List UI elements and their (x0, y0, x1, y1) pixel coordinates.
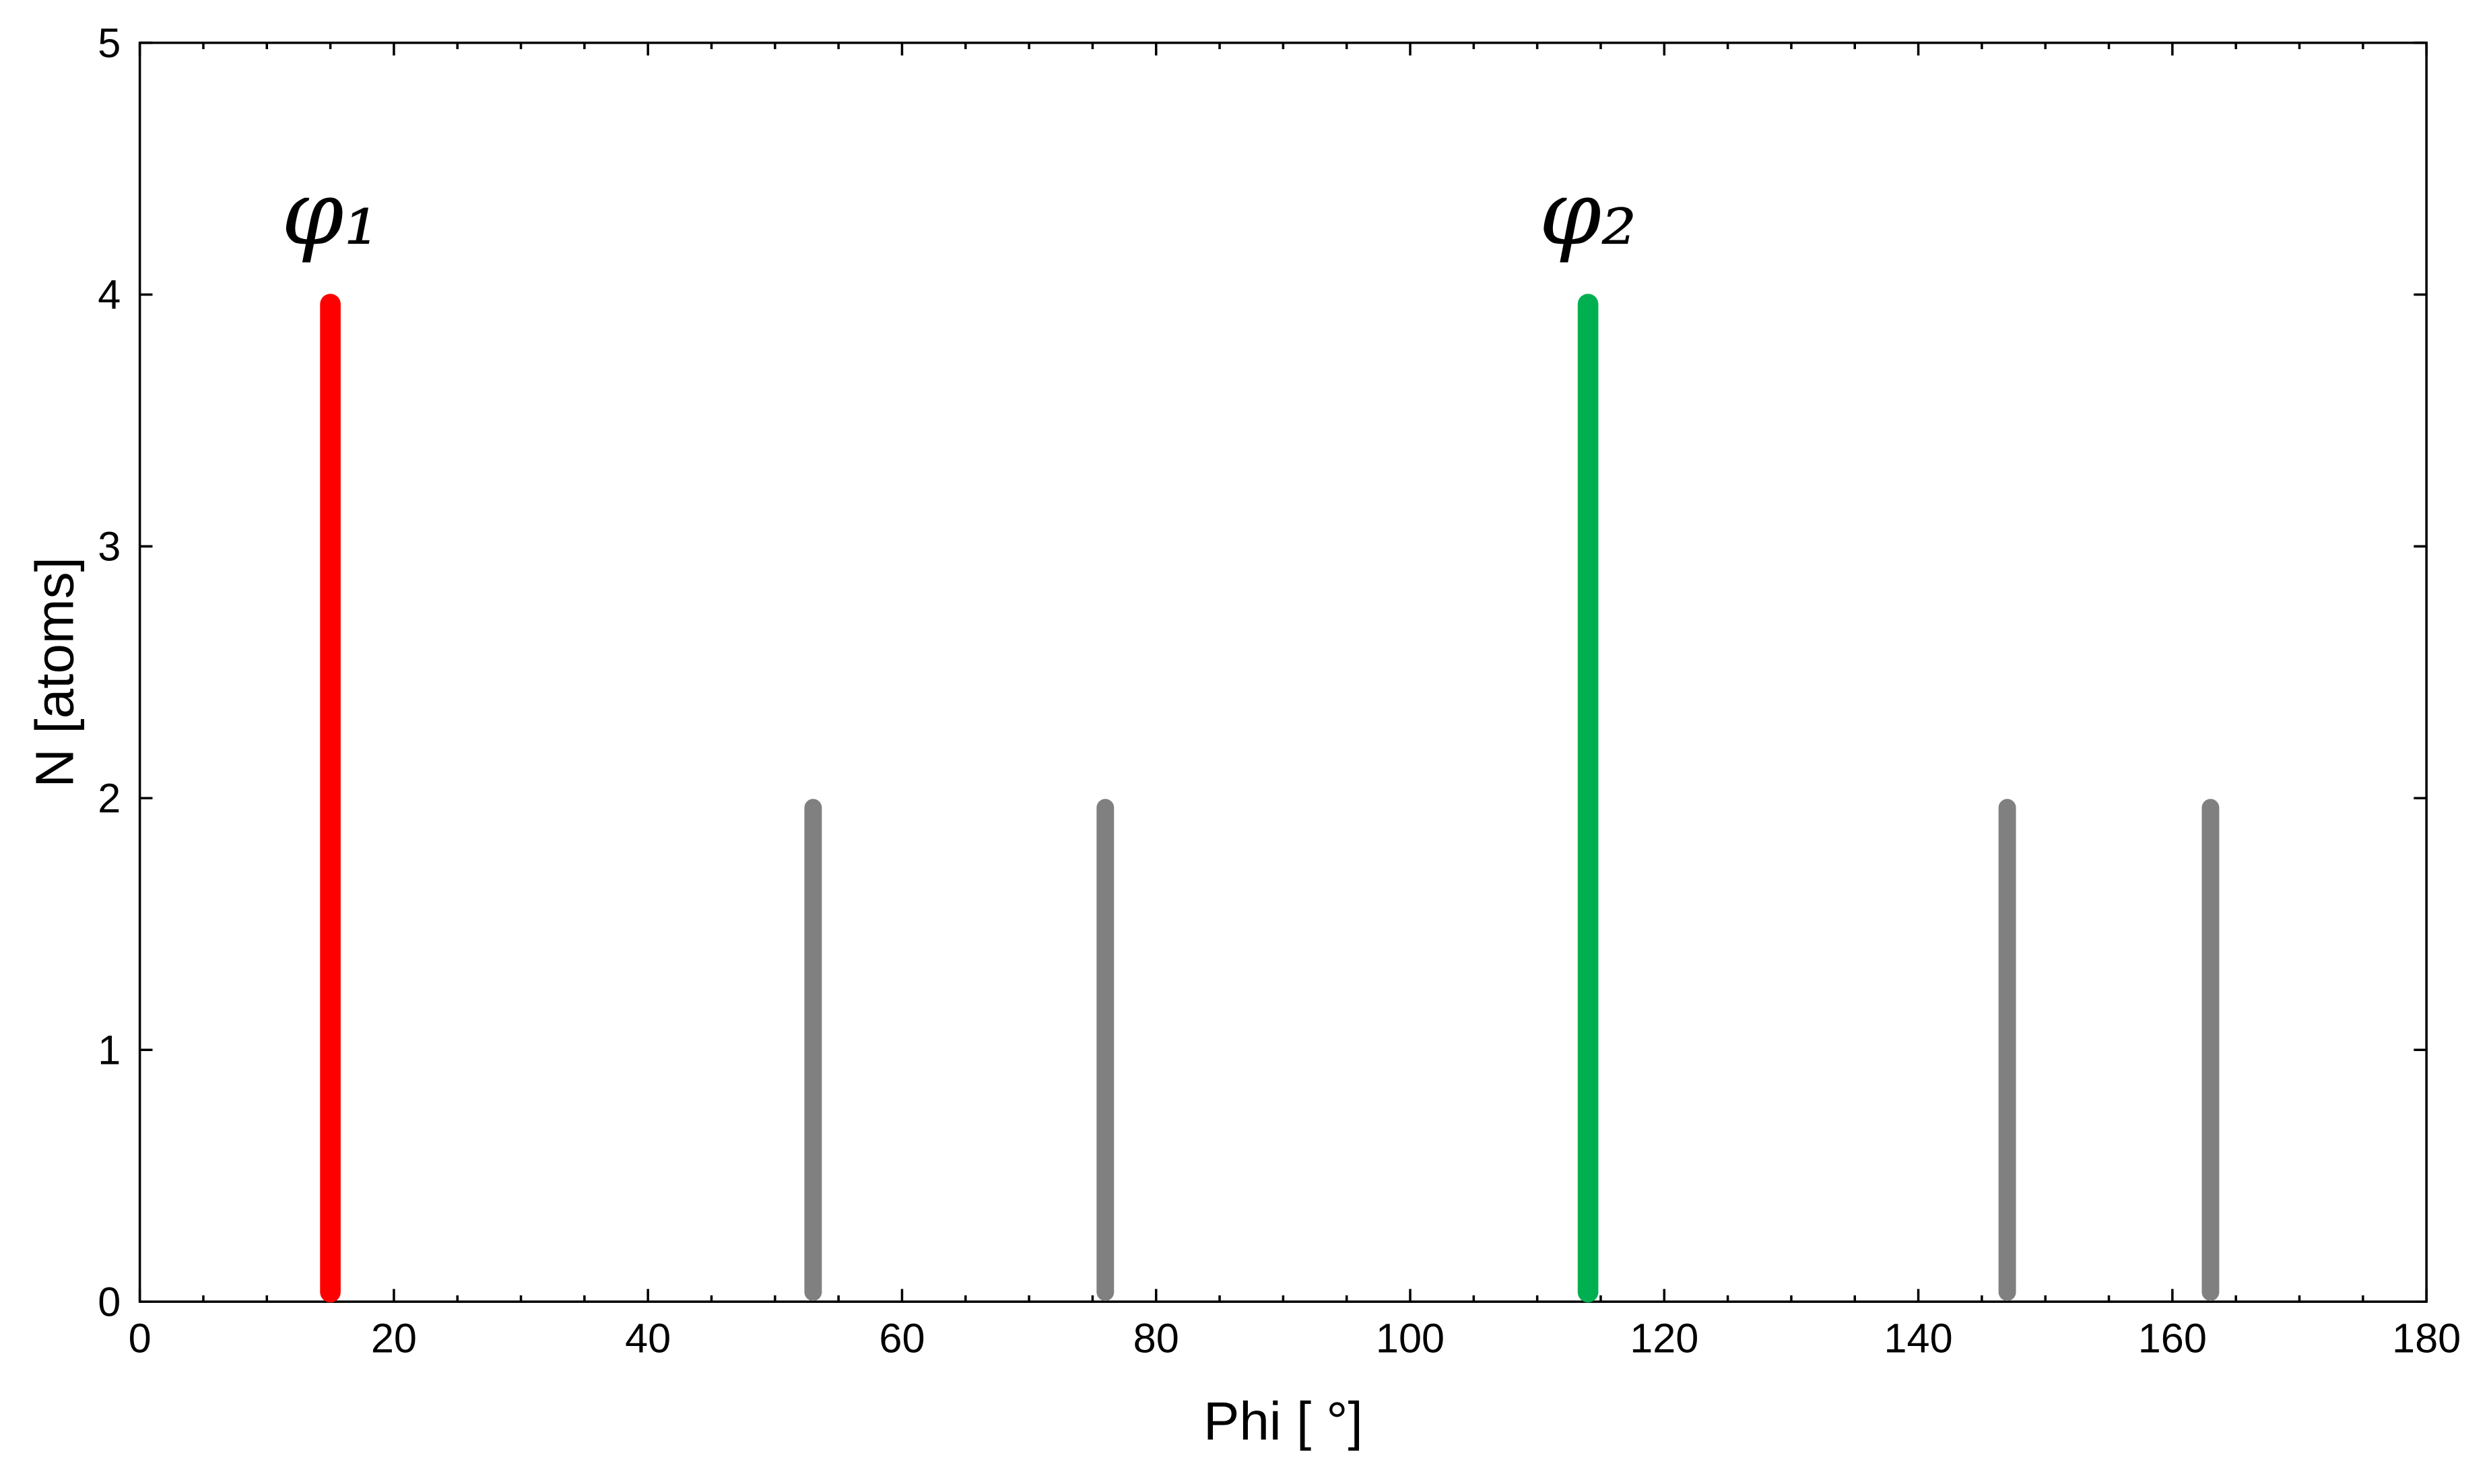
y-tick-label: 1 (98, 1027, 121, 1073)
x-axis-label: Phi [ °] (1203, 1391, 1363, 1451)
x-tick-label: 140 (1884, 1316, 1952, 1361)
point-label: φ₁ (281, 162, 379, 265)
y-tick-label: 5 (98, 20, 121, 66)
x-tick-label: 100 (1376, 1316, 1445, 1361)
x-tick-label: 40 (625, 1316, 671, 1361)
y-tick-label: 4 (98, 272, 121, 318)
point-label: φ₂ (1539, 162, 1637, 265)
y-tick-label: 0 (98, 1279, 121, 1324)
x-tick-label: 180 (2392, 1316, 2461, 1361)
plot-frame (138, 41, 2428, 1303)
x-tick-label: 120 (1630, 1316, 1698, 1361)
x-tick-label: 20 (371, 1316, 417, 1361)
y-tick-label: 3 (98, 524, 121, 570)
x-tick-label: 0 (129, 1316, 152, 1361)
y-axis-label: N [atoms] (25, 557, 85, 788)
x-tick-label: 160 (2138, 1316, 2207, 1361)
y-tick-label: 2 (98, 776, 121, 821)
x-tick-label: 80 (1133, 1316, 1179, 1361)
x-tick-label: 60 (879, 1316, 925, 1361)
